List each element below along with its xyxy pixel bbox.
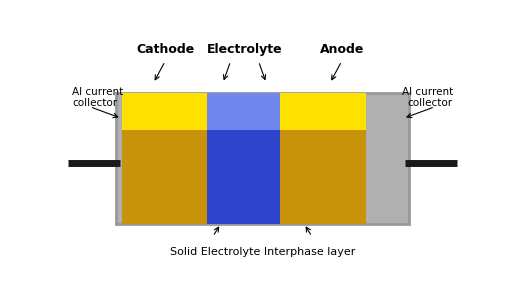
Bar [121,93,207,130]
Text: Anode: Anode [319,43,364,56]
Text: Solid Electrolyte Interphase layer: Solid Electrolyte Interphase layer [169,247,355,257]
Bar [207,93,280,224]
Bar [116,93,409,224]
Text: Electrolyte: Electrolyte [207,43,282,56]
Bar [280,93,366,130]
Bar [207,93,280,130]
Bar [121,93,207,224]
Text: Al current
collector: Al current collector [72,87,123,108]
Text: Cathode: Cathode [136,43,195,56]
Bar [280,93,366,224]
Text: Al current
collector: Al current collector [401,87,453,108]
